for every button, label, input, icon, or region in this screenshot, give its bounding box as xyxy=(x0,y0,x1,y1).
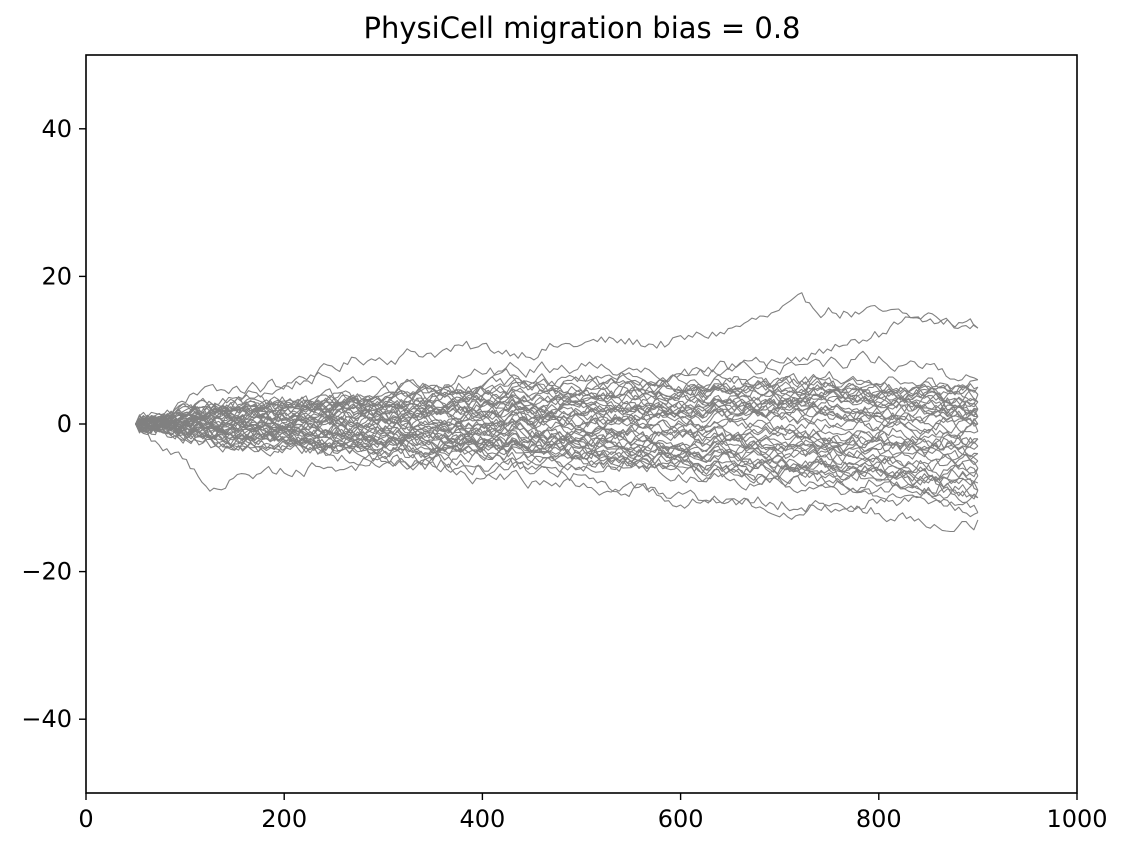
trajectory-line xyxy=(135,418,979,462)
trajectory-line xyxy=(135,414,979,499)
trajectory-line xyxy=(135,419,978,462)
trajectory-line xyxy=(135,419,979,518)
axes-layer: 0 200 400 600 800 1000 −40 −20 0 20 40 xyxy=(21,54,1108,833)
trajectory-line xyxy=(135,292,979,426)
y-tick-label: −40 xyxy=(21,705,72,733)
x-tick-label: 400 xyxy=(459,805,505,833)
trajectory-line xyxy=(135,408,979,455)
trajectory-line xyxy=(135,390,979,428)
trajectory-line xyxy=(135,374,979,428)
trajectory-line xyxy=(135,375,978,432)
trajectory-line xyxy=(135,403,979,439)
trajectory-line xyxy=(135,423,979,533)
trajectory-line xyxy=(135,416,979,486)
trajectory-line xyxy=(135,387,979,434)
x-tick-label: 1000 xyxy=(1046,805,1107,833)
trajectory-line xyxy=(135,400,979,450)
trajectory-line xyxy=(135,417,979,461)
x-tick-label: 0 xyxy=(78,805,93,833)
y-tick-label: 20 xyxy=(41,262,72,290)
trajectory-line xyxy=(135,423,979,477)
x-tick-label: 200 xyxy=(261,805,307,833)
trajectory-line xyxy=(135,410,979,454)
y-tick-label: −20 xyxy=(21,558,72,586)
trajectory-line xyxy=(135,371,979,427)
trajectory-line xyxy=(135,382,979,431)
trajectory-line xyxy=(135,350,979,425)
y-tick-label: 0 xyxy=(57,410,72,438)
trajectory-line xyxy=(135,414,979,478)
y-tick-label: 40 xyxy=(41,115,72,143)
x-tick-label: 800 xyxy=(856,805,902,833)
chart-title: PhysiCell migration bias = 0.8 xyxy=(364,11,801,45)
trajectory-line xyxy=(135,373,979,426)
trajectory-line xyxy=(135,400,979,432)
series-layer xyxy=(135,292,979,533)
x-tick-label: 600 xyxy=(658,805,704,833)
